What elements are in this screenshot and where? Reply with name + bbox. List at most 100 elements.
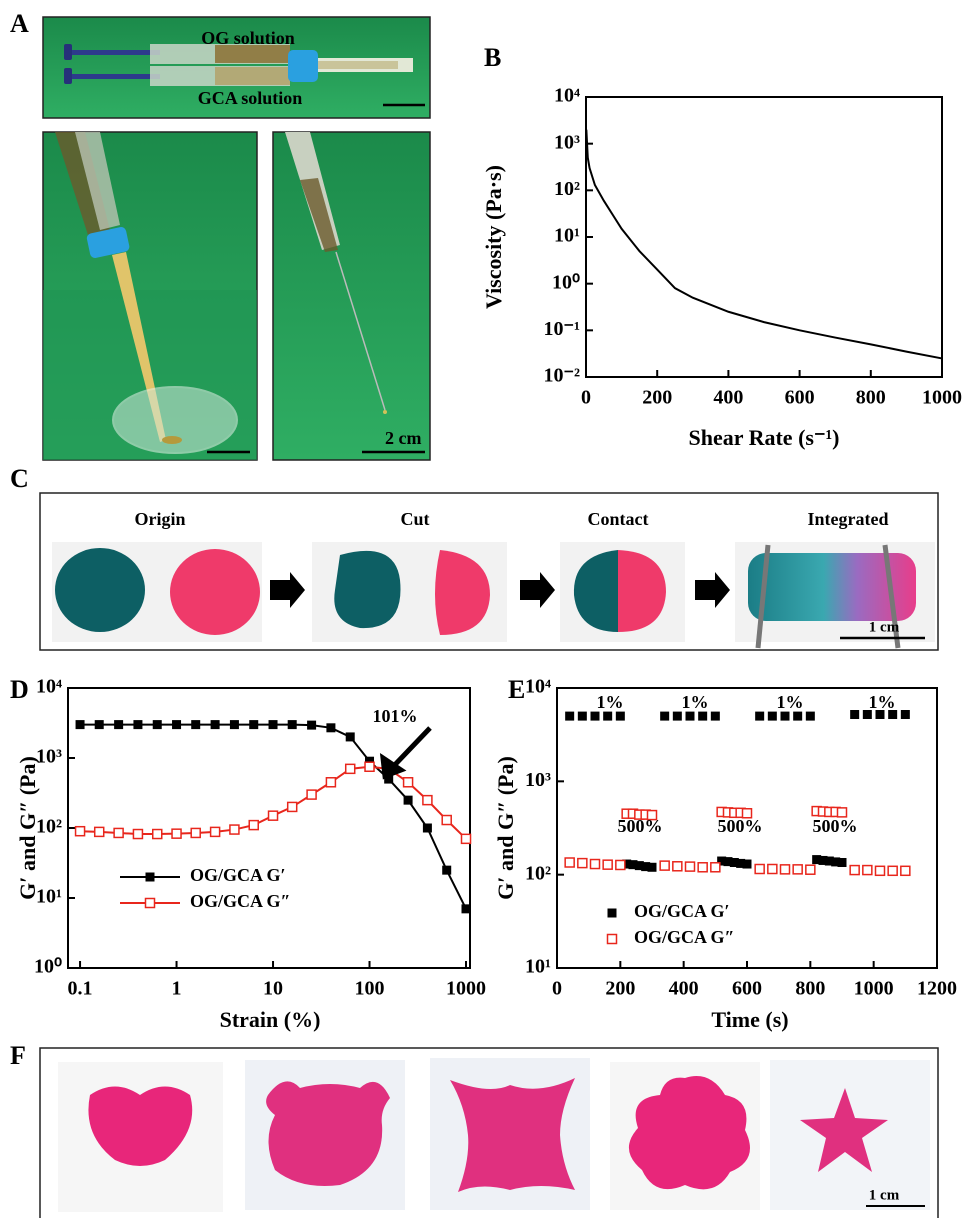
- data-point: [153, 720, 162, 729]
- scale-bar-label: 1 cm: [869, 619, 900, 635]
- data-point: [133, 830, 142, 839]
- data-point: [191, 720, 200, 729]
- y-tick-label: 10²: [525, 862, 551, 884]
- data-point: [768, 712, 777, 721]
- data-point: [698, 863, 707, 872]
- data-point: [673, 862, 682, 871]
- data-point: [269, 720, 278, 729]
- data-point: [616, 712, 625, 721]
- x-axis-title: Strain (%): [220, 1007, 321, 1032]
- y-tick-label: 10⁻¹: [543, 318, 580, 340]
- legend-label: OG/GCA G″: [634, 927, 734, 947]
- panel-letter: F: [10, 1041, 26, 1070]
- data-point: [711, 863, 720, 872]
- data-point: [404, 778, 413, 787]
- annotation: 1%: [682, 692, 709, 712]
- legend-marker: [608, 909, 617, 918]
- data-point: [249, 821, 258, 830]
- data-point: [793, 712, 802, 721]
- x-tick-label: 100: [355, 978, 385, 1000]
- data-point: [133, 720, 142, 729]
- x-tick-label: 0: [552, 978, 562, 1000]
- data-point: [686, 862, 695, 871]
- y-tick-label: 10²: [554, 178, 580, 200]
- legend-marker: [608, 935, 617, 944]
- data-point: [288, 720, 297, 729]
- data-point: [230, 720, 239, 729]
- data-point: [114, 828, 123, 837]
- x-tick-label: 200: [605, 978, 635, 1000]
- data-point: [172, 720, 181, 729]
- data-point: [781, 865, 790, 874]
- photo-hydrogels: [52, 542, 935, 648]
- data-point: [698, 712, 707, 721]
- x-tick-label: 1200: [917, 978, 957, 1000]
- data-point: [269, 811, 278, 820]
- y-tick-label: 10⁰: [552, 271, 580, 293]
- legend-marker: [146, 899, 155, 908]
- panel-letter: E: [508, 675, 525, 704]
- x-tick-label: 10: [263, 978, 283, 1000]
- data-point: [95, 720, 104, 729]
- x-tick-label: 600: [732, 978, 762, 1000]
- data-point: [423, 796, 432, 805]
- annotation: 1%: [869, 692, 896, 712]
- data-point: [442, 816, 451, 825]
- panel-letter: D: [10, 675, 29, 704]
- panel-letter: C: [10, 464, 29, 493]
- data-point: [462, 834, 471, 843]
- data-point: [153, 830, 162, 839]
- data-point: [648, 863, 657, 872]
- y-tick-label: 10⁴: [525, 676, 551, 698]
- data-point: [76, 827, 85, 836]
- legend-label: OG/GCA G′: [634, 901, 730, 921]
- photo-needle: [273, 132, 430, 460]
- photo-label: OG solution: [201, 28, 295, 48]
- x-tick-label: 800: [856, 387, 886, 409]
- data-point: [114, 720, 123, 729]
- data-point: [95, 827, 104, 836]
- data-point: [603, 712, 612, 721]
- y-tick-label: 10⁴: [36, 676, 62, 698]
- photo-extrusion: [43, 132, 257, 460]
- data-point: [616, 860, 625, 869]
- data-point: [326, 778, 335, 787]
- data-point: [850, 710, 859, 719]
- data-point: [346, 764, 355, 773]
- data-point: [901, 866, 910, 875]
- scale-bar-label: 1 cm: [869, 1187, 900, 1203]
- x-tick-label: 400: [669, 978, 699, 1000]
- stage-label: Origin: [134, 509, 185, 529]
- data-point: [326, 723, 335, 732]
- legend-marker: [146, 873, 155, 882]
- data-point: [172, 829, 181, 838]
- x-tick-label: 200: [642, 387, 672, 409]
- stage-label: Contact: [588, 509, 649, 529]
- data-point: [806, 712, 815, 721]
- y-tick-label: 10¹: [554, 225, 580, 247]
- data-point: [211, 827, 220, 836]
- data-point: [660, 712, 669, 721]
- stage-label: Integrated: [808, 509, 889, 529]
- data-point: [423, 824, 432, 833]
- annotation: 500%: [618, 816, 663, 836]
- scale-bar-label: 2 cm: [385, 428, 421, 448]
- x-axis-title: Shear Rate (s⁻¹): [688, 425, 839, 450]
- panel-letter: A: [10, 9, 29, 38]
- y-tick-label: 10³: [525, 769, 551, 791]
- x-tick-label: 1000: [922, 387, 962, 409]
- panel-letter: B: [484, 43, 501, 72]
- annotation: 1%: [597, 692, 624, 712]
- data-point: [806, 865, 815, 874]
- data-point: [850, 866, 859, 875]
- data-line: [586, 130, 942, 359]
- data-point: [901, 710, 910, 719]
- data-point: [711, 712, 720, 721]
- data-point: [578, 859, 587, 868]
- data-point: [307, 790, 316, 799]
- x-tick-label: 1000: [854, 978, 894, 1000]
- data-point: [876, 866, 885, 875]
- data-point: [76, 720, 85, 729]
- data-point: [565, 712, 574, 721]
- data-point: [755, 865, 764, 874]
